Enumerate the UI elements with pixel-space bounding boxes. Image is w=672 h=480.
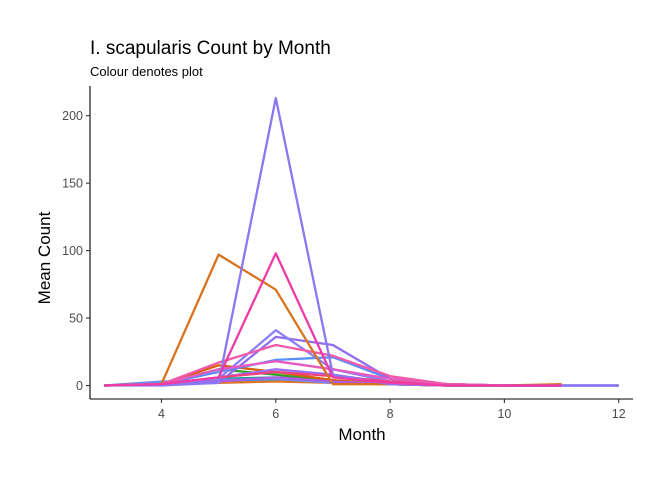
- chart-title: I. scapularis Count by Month: [90, 38, 331, 59]
- y-tick-label: 50: [69, 312, 83, 326]
- y-tick-label: 150: [62, 177, 83, 191]
- x-axis-title: Month: [338, 425, 385, 444]
- x-tick-label: 4: [158, 407, 165, 421]
- y-tick-label: 200: [62, 109, 83, 123]
- series-line-17: [104, 252, 562, 387]
- series-line-15: [104, 253, 562, 387]
- x-tick-label: 12: [612, 407, 626, 421]
- x-tick-label: 6: [272, 407, 279, 421]
- y-tick-label: 0: [76, 379, 83, 393]
- x-tick-label: 8: [387, 407, 394, 421]
- x-axis-ticks: 4 6 8 10 12: [158, 399, 626, 421]
- y-tick-label: 100: [62, 244, 83, 258]
- series-line-16: [104, 96, 619, 387]
- series-layer: [104, 96, 619, 387]
- y-axis-title: Mean Count: [35, 211, 54, 304]
- plot-area: 4 6 8 10 12 0 50 100 150 200: [62, 86, 633, 421]
- x-tick-label: 10: [497, 407, 511, 421]
- y-axis-ticks: 0 50 100 150 200: [62, 109, 90, 393]
- chart-subtitle: Colour denotes plot: [90, 64, 203, 79]
